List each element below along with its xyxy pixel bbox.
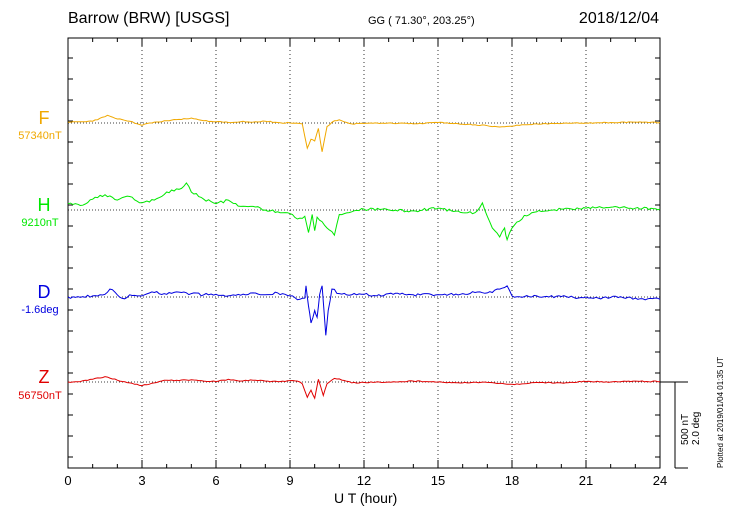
scale-bar-label: 500 nT 2.0 deg — [680, 412, 702, 445]
x-tick-label: 12 — [357, 473, 371, 488]
channel-d-label: D — [37, 282, 51, 302]
x-tick-label: 3 — [138, 473, 145, 488]
x-tick-label: 6 — [212, 473, 219, 488]
channel-h-baseline: 9210nT — [21, 217, 59, 229]
channel-z-baseline: 56750nT — [18, 390, 62, 402]
station-title: Barrow (BRW) [USGS] — [68, 10, 230, 27]
channel-f-label: F — [38, 108, 50, 128]
series-line-d — [67, 285, 661, 336]
x-tick-label: 21 — [579, 473, 593, 488]
x-tick-label: 15 — [431, 473, 445, 488]
x-axis-label: U T (hour) — [334, 490, 398, 506]
series-line-f — [67, 114, 661, 152]
coordinates-label: GG ( 71.30°, 203.25°) — [368, 15, 475, 27]
x-tick-label: 24 — [653, 473, 667, 488]
channel-f-baseline: 57340nT — [18, 130, 62, 142]
scale-line-deg: 2.0 deg — [691, 411, 702, 445]
scale-line-nt: 500 nT — [680, 413, 691, 445]
channel-z-label: Z — [38, 367, 50, 387]
x-tick-label: 9 — [286, 473, 293, 488]
series-line-h — [67, 182, 661, 242]
series-line-z — [67, 376, 661, 400]
channel-d-baseline: -1.6deg — [21, 304, 59, 316]
plotted-at-note: Plotted at 2019/01/04 01:35 UT — [716, 356, 725, 468]
channel-h-label: H — [37, 195, 51, 215]
x-tick-label: 0 — [64, 473, 71, 488]
date-label: 2018/12/04 — [578, 10, 659, 27]
x-tick-label: 18 — [505, 473, 519, 488]
